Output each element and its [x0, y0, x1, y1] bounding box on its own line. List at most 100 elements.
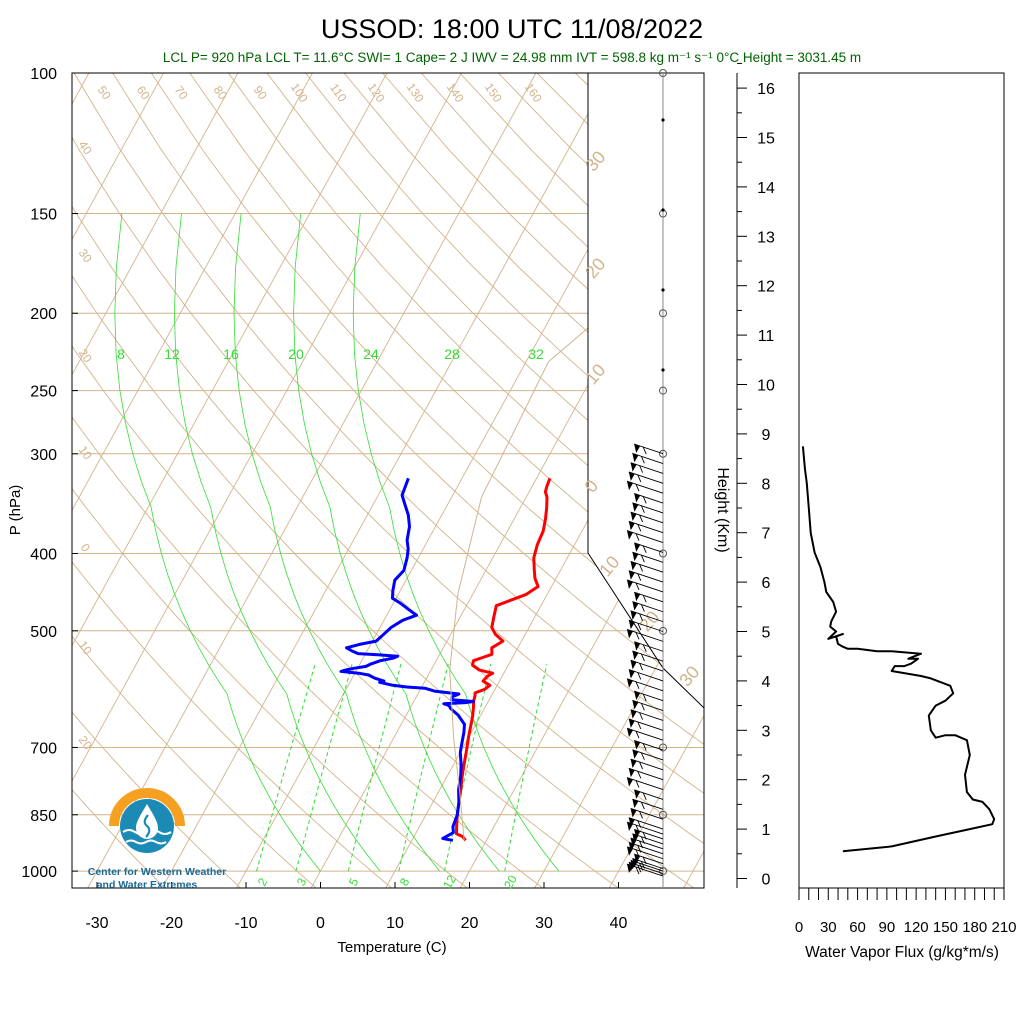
wind-barb — [634, 789, 664, 801]
wind-barb — [630, 610, 664, 623]
wind-barb — [628, 669, 664, 682]
skewt-ylabel: P (hPa) — [7, 485, 24, 536]
isotherm-line — [72, 73, 388, 647]
moist-adiabat-line — [233, 213, 441, 872]
calm-wind-circle — [659, 386, 667, 395]
wind-barb — [626, 530, 664, 544]
isotherm-label: 110 — [327, 81, 350, 105]
flux-ylabel: Height (Km) — [714, 467, 731, 552]
mixing-ratio-line — [295, 663, 353, 872]
isotherm-line — [72, 73, 313, 512]
y-tick-label: 400 — [30, 546, 57, 563]
flux-xlabel: Water Vapor Flux (g/kg*m/s) — [805, 944, 999, 961]
wind-barb — [628, 718, 664, 731]
dry-adiabat-line — [72, 711, 241, 888]
dry-adiabat-line — [72, 205, 704, 845]
wind-barb — [628, 471, 664, 484]
flux-plot-frame — [798, 72, 1005, 889]
x-tick-label: 0 — [316, 915, 325, 932]
dry-adiabat-label: 0 — [78, 541, 93, 555]
dry-adiabat-line — [72, 789, 166, 888]
isotherm-label: 90 — [251, 83, 270, 102]
height-tick-label: 2 — [762, 773, 771, 790]
isotherm-line — [72, 73, 462, 783]
flux-x-tick-label: 180 — [962, 919, 987, 936]
wind-barb — [634, 542, 664, 554]
isotherm-label: 100 — [288, 80, 311, 105]
y-tick-label: 500 — [30, 624, 57, 641]
logo-text-line2: and Water Extremes — [97, 879, 198, 891]
wind-barb — [632, 798, 664, 810]
isotherm-line — [72, 73, 164, 241]
dry-adiabat-line — [266, 73, 704, 517]
wind-barb — [628, 767, 664, 781]
logo-sun-arc — [109, 788, 185, 827]
isotherm-line — [608, 714, 704, 888]
mixing-ratio-bottom-label: 3 — [294, 875, 310, 888]
moist-adiabat-line — [173, 213, 381, 872]
calm-wind-circle — [659, 549, 667, 558]
isotherm-line — [87, 73, 537, 888]
dry-adiabat-line — [150, 73, 704, 651]
dry-adiabat-line — [72, 416, 543, 888]
temperature-profile — [455, 477, 552, 842]
height-tick-label: 0 — [762, 872, 771, 889]
wind-barb — [626, 727, 664, 741]
dry-adiabat-line — [690, 73, 704, 86]
x-tick-label: -20 — [160, 915, 183, 932]
calm-wind-circle — [659, 867, 667, 876]
isotherm-line — [758, 73, 1024, 888]
height-tick-label: 11 — [758, 328, 775, 345]
wind-barb — [634, 443, 664, 455]
wind-barb — [634, 690, 664, 702]
mixing-ratio-top-label: 16 — [223, 346, 239, 362]
water-drop-icon — [136, 804, 158, 839]
flux-x-tick-label: 210 — [991, 919, 1016, 936]
mixing-ratio-top-label: 24 — [363, 346, 379, 362]
moist-adiabat-line — [114, 213, 321, 872]
mixing-ratio-line — [256, 663, 316, 872]
wind-barb — [632, 650, 664, 662]
y-tick-label: 250 — [30, 384, 57, 401]
wind-dot — [661, 368, 665, 372]
skewt-xlabel: Temperature (C) — [337, 939, 446, 956]
dewpoint-profile — [339, 477, 475, 842]
cw3e-logo: Center for Western Weather and Water Ext… — [88, 788, 226, 891]
dry-adiabat-label: 10 — [76, 443, 95, 462]
calm-wind-circle — [659, 810, 667, 819]
wind-barb — [626, 480, 664, 494]
height-tick-label: 5 — [762, 625, 771, 642]
calm-wind-circle — [659, 69, 667, 77]
dry-adiabat-line — [228, 73, 704, 561]
x-tick-label: -30 — [85, 915, 108, 932]
mixing-ratio-top-label: 28 — [444, 346, 460, 362]
chart-subtitle: LCL P= 920 hPa LCL T= 11.6°C SWI= 1 Cape… — [163, 50, 861, 65]
isotherm-label: 80 — [211, 83, 230, 102]
wind-barb — [628, 570, 664, 583]
isotherm-line — [0, 73, 14, 888]
isotherm-label: 150 — [482, 80, 505, 105]
dry-adiabat-line — [459, 73, 704, 311]
height-tick-label: 7 — [762, 526, 771, 543]
height-tick-label: 6 — [762, 575, 771, 592]
y-tick-label: 700 — [30, 740, 57, 757]
dry-adiabat-line — [189, 73, 704, 605]
isotherm-line — [683, 850, 704, 888]
height-tick-label: 3 — [762, 723, 771, 740]
x-tick-label: 10 — [386, 915, 404, 932]
dry-adiabat-line — [72, 561, 392, 888]
wind-barb — [632, 452, 664, 464]
dry-adiabat-line — [72, 275, 694, 888]
wind-dot — [661, 118, 665, 122]
isotherm-label: 70 — [172, 83, 191, 102]
flux-x-tick-label: 0 — [795, 919, 803, 936]
wind-barb — [630, 511, 664, 524]
parcel-path — [449, 228, 704, 841]
calm-wind-circle — [659, 743, 667, 752]
isotherm-line — [534, 579, 704, 888]
wind-barb — [632, 551, 664, 563]
skewt-grid — [0, 73, 1024, 888]
mixing-ratio-bottom-label: 20 — [501, 872, 520, 891]
